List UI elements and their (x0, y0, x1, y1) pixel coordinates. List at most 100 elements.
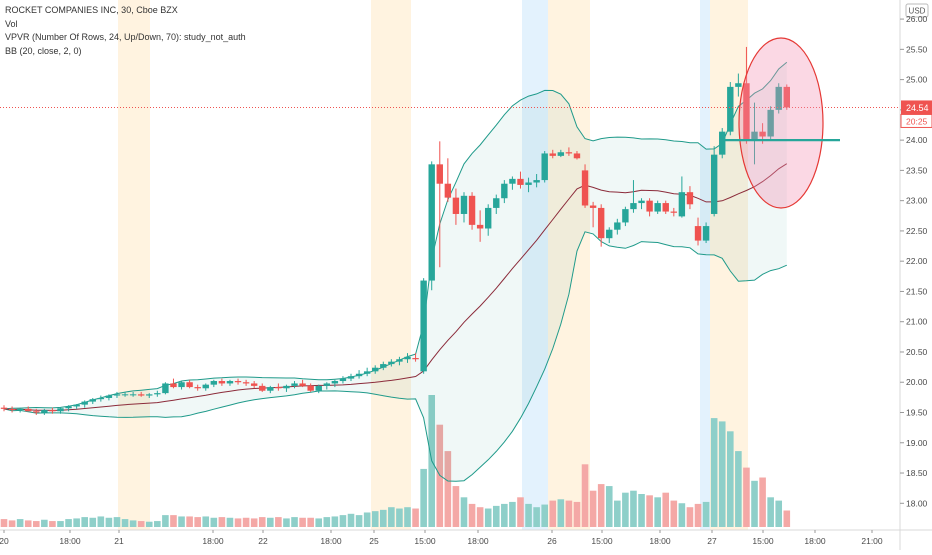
candle[interactable] (638, 198, 645, 210)
candle[interactable] (49, 407, 56, 414)
candle[interactable] (557, 149, 565, 158)
candle[interactable] (751, 102, 758, 165)
candle[interactable] (137, 391, 145, 397)
candle[interactable] (33, 408, 40, 415)
candle[interactable] (121, 391, 129, 397)
candle[interactable] (549, 149, 556, 159)
legend-symbol[interactable]: ROCKET COMPANIES INC, 30, Cboe BZX (5, 5, 178, 15)
candle[interactable] (517, 171, 524, 189)
candle[interactable] (622, 206, 629, 227)
candle[interactable] (25, 406, 32, 412)
candle[interactable] (315, 384, 322, 394)
candle[interactable] (670, 207, 678, 217)
candle[interactable] (614, 218, 621, 235)
candle[interactable] (493, 194, 500, 214)
candle[interactable] (783, 84, 790, 110)
candle[interactable] (194, 384, 201, 391)
candle[interactable] (210, 379, 218, 388)
candle[interactable] (533, 174, 540, 188)
candle[interactable] (678, 176, 686, 218)
candle[interactable] (347, 373, 355, 382)
candle[interactable] (363, 367, 371, 377)
candle[interactable] (428, 161, 435, 291)
candle[interactable] (525, 177, 532, 193)
candle[interactable] (662, 200, 669, 214)
candle[interactable] (606, 227, 613, 244)
candle[interactable] (178, 381, 185, 390)
candle[interactable] (694, 217, 702, 246)
candle[interactable] (89, 397, 96, 405)
candle[interactable] (129, 391, 137, 397)
candle[interactable] (226, 379, 234, 386)
candle[interactable] (299, 379, 306, 388)
candle[interactable] (202, 383, 209, 391)
candle[interactable] (323, 382, 330, 390)
candle[interactable] (218, 378, 226, 386)
candle[interactable] (565, 147, 573, 156)
candle[interactable] (242, 379, 250, 386)
candle[interactable] (41, 408, 48, 415)
candle[interactable] (485, 204, 492, 236)
candle[interactable] (686, 186, 694, 210)
candle[interactable] (291, 381, 298, 389)
candle[interactable] (501, 180, 508, 204)
candle[interactable] (275, 383, 282, 391)
candle[interactable] (355, 370, 363, 379)
candle[interactable] (372, 365, 379, 374)
candle[interactable] (444, 158, 452, 202)
candle[interactable] (113, 391, 121, 398)
candle[interactable] (646, 198, 653, 217)
candle[interactable] (573, 151, 581, 160)
legend-bb[interactable]: BB (20, close, 2, 0) (5, 45, 82, 56)
candle[interactable] (250, 381, 258, 389)
candle[interactable] (380, 361, 387, 371)
candle[interactable] (396, 356, 403, 366)
candle[interactable] (460, 192, 468, 223)
candle[interactable] (581, 164, 589, 208)
candle[interactable] (81, 400, 88, 408)
candle[interactable] (154, 390, 161, 397)
candle[interactable] (735, 73, 742, 97)
candle[interactable] (307, 383, 314, 392)
candle[interactable] (162, 382, 169, 395)
candle[interactable] (259, 383, 266, 392)
candle[interactable] (97, 395, 105, 402)
candle[interactable] (654, 200, 661, 214)
candle[interactable] (0, 405, 8, 412)
candle[interactable] (146, 393, 153, 398)
candle[interactable] (412, 353, 419, 362)
candle[interactable] (476, 210, 484, 242)
candle[interactable] (8, 406, 16, 413)
candle[interactable] (170, 378, 177, 389)
candle[interactable] (283, 384, 290, 392)
candle[interactable] (105, 394, 113, 401)
candle[interactable] (452, 188, 460, 225)
legend-volume[interactable]: Vol (5, 18, 18, 29)
candle[interactable] (436, 141, 443, 268)
currency-badge[interactable] (905, 3, 929, 18)
candle[interactable] (630, 180, 637, 213)
candle[interactable] (702, 222, 710, 244)
candle[interactable] (710, 146, 718, 217)
candle[interactable] (16, 407, 24, 413)
candle[interactable] (727, 82, 734, 136)
candle[interactable] (509, 176, 516, 190)
candle[interactable] (57, 407, 64, 414)
candle[interactable] (388, 359, 395, 367)
legend-vpvr[interactable]: VPVR (Number Of Rows, 24, Up/Down, 70): … (5, 32, 246, 42)
candle[interactable] (73, 404, 80, 409)
candle[interactable] (719, 128, 726, 159)
candle[interactable] (597, 204, 605, 247)
candle[interactable] (65, 405, 72, 412)
candle[interactable] (339, 376, 347, 384)
candle[interactable] (589, 201, 597, 228)
highlight-ellipse[interactable] (738, 37, 824, 209)
candle[interactable] (186, 379, 193, 389)
candle[interactable] (743, 46, 750, 144)
candle[interactable] (420, 278, 427, 374)
candle[interactable] (468, 192, 476, 230)
candle[interactable] (234, 378, 242, 385)
candle[interactable] (331, 379, 339, 388)
